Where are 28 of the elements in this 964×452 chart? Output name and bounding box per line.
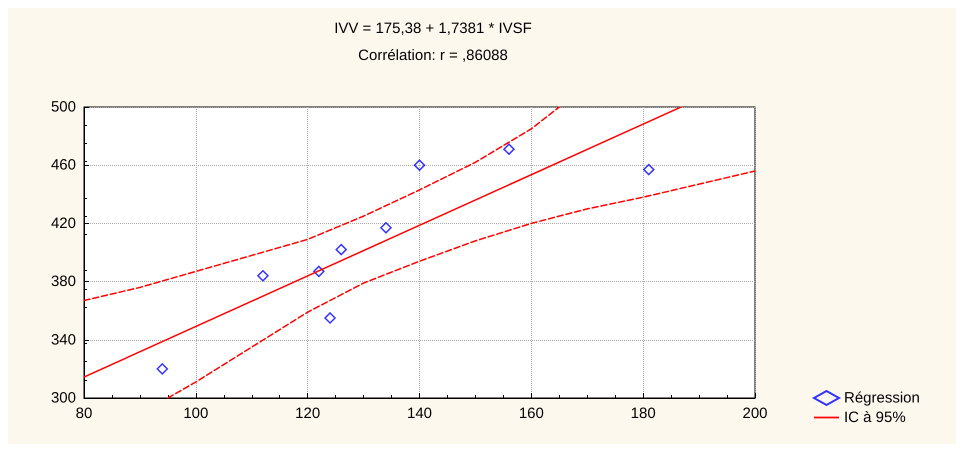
line-series [167,170,756,399]
chart-subtitle: Corrélation: r = ,86088 [358,47,508,64]
y-tick-label: 340 [50,331,76,348]
y-tick-label: 300 [50,390,76,406]
point [643,164,655,176]
point [313,266,325,278]
point [156,363,168,375]
x-tick-label: 100 [183,405,208,422]
y-tick-label: 500 [50,98,76,116]
y-tick-label: 460 [50,156,76,174]
point [503,143,515,155]
x-tick-label: 200 [742,405,768,422]
point [414,159,426,171]
legend-label: IC à 95% [844,409,906,426]
y-tick-label: 420 [50,214,76,232]
line-series [83,106,560,302]
point [257,270,269,282]
x-tick-label: 180 [630,405,656,422]
legend-label: Régression [844,390,920,406]
x-tick-label: 120 [295,405,320,422]
x-tick-label: 160 [518,405,544,422]
point [335,244,347,256]
x-tick-label: 140 [406,405,432,422]
x-tick-label: 80 [76,405,92,422]
chart-title: IVV = 175,38 + 1,7381 * IVSF [334,20,532,37]
point [324,312,336,324]
point [380,222,392,234]
y-tick-label: 380 [50,273,76,290]
